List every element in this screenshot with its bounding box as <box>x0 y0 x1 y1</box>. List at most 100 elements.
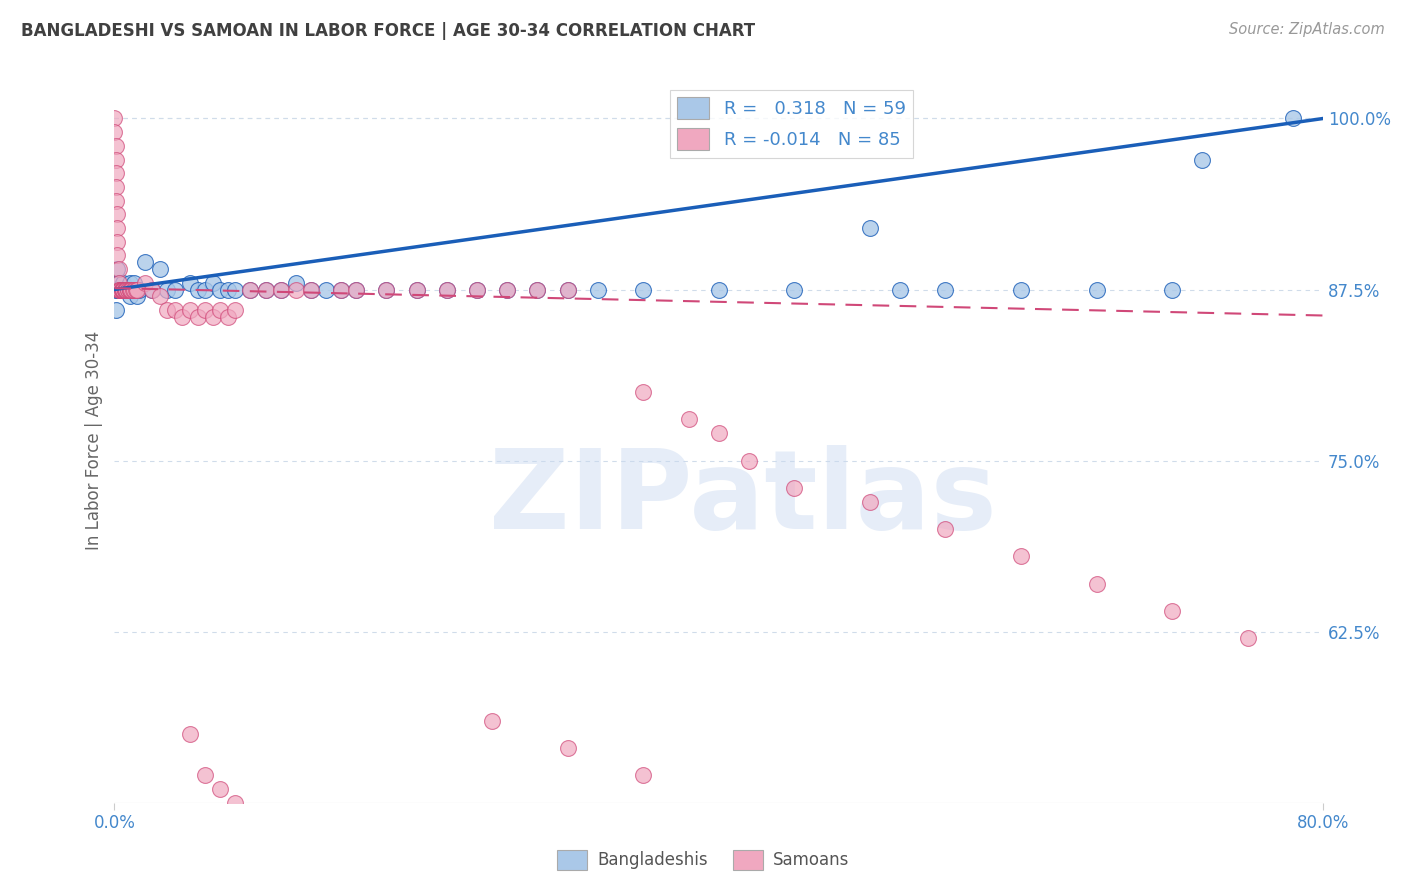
Point <box>859 221 882 235</box>
Legend: R =   0.318   N = 59, R = -0.014   N = 85: R = 0.318 N = 59, R = -0.014 N = 85 <box>669 90 912 158</box>
Point <box>284 276 307 290</box>
Point <box>112 283 135 297</box>
Point <box>1191 153 1213 167</box>
Point <box>107 207 129 221</box>
Point <box>436 283 458 297</box>
Point <box>114 283 136 297</box>
Point <box>254 283 277 297</box>
Point <box>141 283 163 297</box>
Point <box>110 283 132 297</box>
Point <box>107 283 129 297</box>
Point <box>104 180 127 194</box>
Point <box>114 283 136 297</box>
Point <box>557 283 579 297</box>
Point <box>481 714 503 728</box>
Point <box>118 283 141 297</box>
Point <box>110 283 132 297</box>
Point <box>330 283 353 297</box>
Point <box>121 283 143 297</box>
Point <box>1085 576 1108 591</box>
Point <box>108 283 131 297</box>
Point <box>586 283 609 297</box>
Point <box>110 283 132 297</box>
Point <box>128 283 150 297</box>
Point <box>122 276 145 290</box>
Legend: Bangladeshis, Samoans: Bangladeshis, Samoans <box>550 843 856 877</box>
Point <box>108 276 131 290</box>
Point <box>707 283 730 297</box>
Point <box>118 283 141 297</box>
Point <box>209 283 232 297</box>
Point <box>104 139 127 153</box>
Point <box>299 283 322 297</box>
Point <box>107 221 129 235</box>
Point <box>1161 283 1184 297</box>
Point <box>239 283 262 297</box>
Point <box>344 283 367 297</box>
Point <box>217 283 239 297</box>
Point <box>111 283 134 297</box>
Point <box>172 310 194 324</box>
Point <box>114 283 136 297</box>
Point <box>1161 604 1184 618</box>
Point <box>465 283 488 297</box>
Point <box>134 276 156 290</box>
Point <box>1236 632 1258 646</box>
Point <box>118 276 141 290</box>
Point <box>270 283 292 297</box>
Point <box>103 112 125 126</box>
Point <box>103 125 125 139</box>
Point <box>526 283 548 297</box>
Point <box>224 283 246 297</box>
Point <box>209 781 232 796</box>
Point <box>496 283 519 297</box>
Point <box>738 453 761 467</box>
Point <box>783 283 806 297</box>
Point <box>121 283 143 297</box>
Point <box>375 283 398 297</box>
Point <box>111 283 134 297</box>
Point <box>111 283 134 297</box>
Y-axis label: In Labor Force | Age 30-34: In Labor Force | Age 30-34 <box>86 330 103 549</box>
Point <box>124 283 146 297</box>
Point <box>124 283 146 297</box>
Point <box>104 283 127 297</box>
Point <box>299 283 322 297</box>
Point <box>859 494 882 508</box>
Point <box>149 289 172 303</box>
Point <box>889 283 911 297</box>
Point <box>163 283 186 297</box>
Point <box>631 385 654 400</box>
Point <box>194 303 217 318</box>
Point <box>115 283 138 297</box>
Point <box>330 283 353 297</box>
Point <box>239 283 262 297</box>
Point <box>270 283 292 297</box>
Point <box>118 289 141 303</box>
Point <box>405 283 427 297</box>
Point <box>465 283 488 297</box>
Point <box>122 283 145 297</box>
Point <box>149 262 172 277</box>
Point <box>186 283 208 297</box>
Point <box>107 235 129 249</box>
Point <box>496 283 519 297</box>
Point <box>557 740 579 755</box>
Point <box>631 283 654 297</box>
Point <box>405 283 427 297</box>
Point <box>112 276 135 290</box>
Point <box>108 283 131 297</box>
Point <box>120 283 142 297</box>
Point <box>209 303 232 318</box>
Point <box>108 262 131 277</box>
Point <box>557 283 579 297</box>
Point <box>344 283 367 297</box>
Point <box>118 283 141 297</box>
Point <box>201 276 224 290</box>
Point <box>224 796 246 810</box>
Point <box>194 768 217 782</box>
Point <box>114 283 136 297</box>
Point <box>112 283 135 297</box>
Point <box>436 283 458 297</box>
Point <box>179 303 201 318</box>
